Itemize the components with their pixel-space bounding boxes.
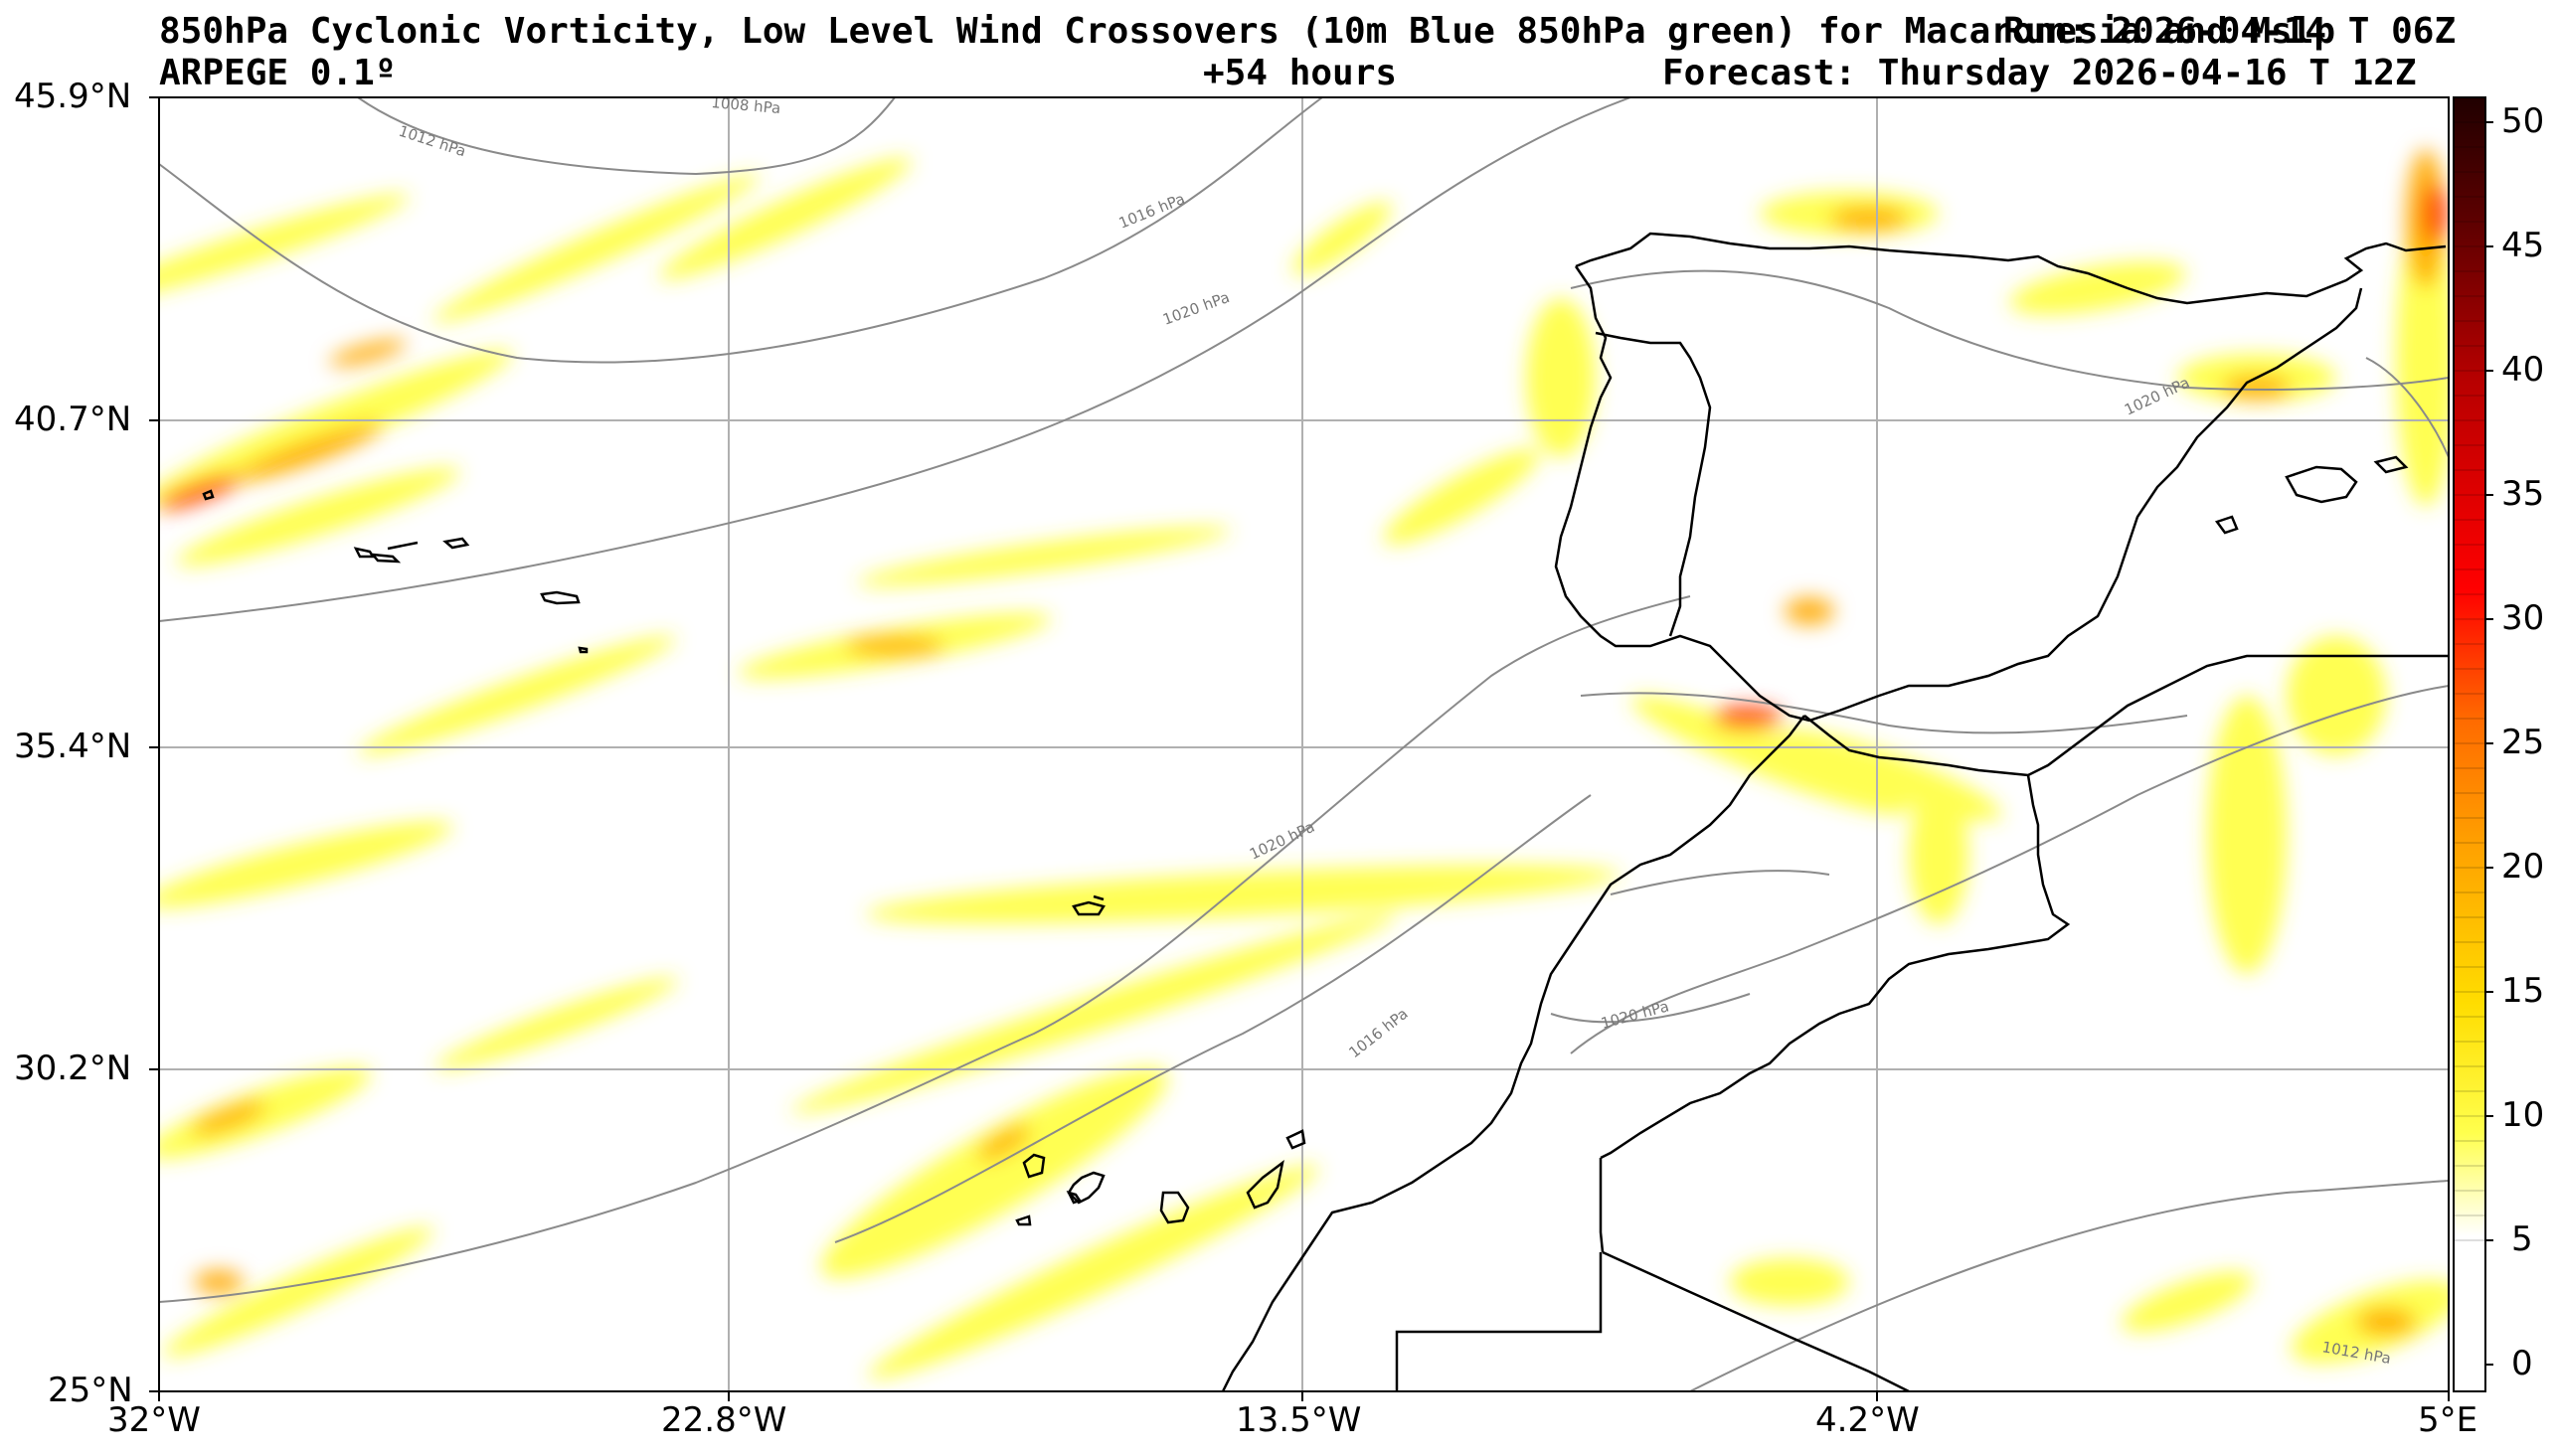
colorbar-label: 15 [2501,971,2545,1011]
run-label: Run: 2026-04-14 T 06Z [2003,11,2457,52]
colorbar-label: 45 [2501,226,2545,265]
colorbar [2453,96,2493,1392]
lat-label: 25°N [48,1371,133,1410]
coastlines [1221,232,2449,1391]
model-label: ARPEGE 0.1º [159,53,397,93]
forecast-time-label: Forecast: Thursday 2026-04-16 T 12Z [1662,53,2417,93]
lat-label: 40.7°N [14,400,132,439]
colorbar-label: 20 [2501,847,2545,887]
colorbar-label: 25 [2501,723,2545,762]
colorbar-label: 5 [2511,1219,2533,1259]
isobars [159,97,2449,1391]
colorbar-label: 40 [2501,350,2545,390]
colorbar-label: 30 [2501,598,2545,638]
colorbar-gradient [2454,97,2485,1391]
lon-label: 13.5°W [1236,1400,1362,1440]
lon-label: 4.2°W [1815,1400,1920,1440]
graticule [159,97,2449,1391]
lat-label: 35.4°N [14,727,132,766]
map-frame [158,96,2450,1392]
colorbar-label: 35 [2501,474,2545,514]
lon-label: 32°W [107,1400,201,1440]
colorbar-label: 50 [2501,101,2545,141]
lat-label: 30.2°N [14,1049,132,1088]
lon-label: 22.8°W [661,1400,787,1440]
colorbar-label: 0 [2511,1344,2533,1383]
colorbar-label: 10 [2501,1095,2545,1135]
lon-label: 5°E [2418,1400,2478,1440]
lat-label: 45.9°N [14,77,132,116]
isobar-label: 1008 hPa [711,93,781,117]
map-title: 850hPa Cyclonic Vorticity, Low Level Win… [159,11,2336,52]
axis-ticks [149,96,2450,1401]
islands [202,489,1306,1226]
lead-time-label: +54 hours [1203,53,1398,93]
